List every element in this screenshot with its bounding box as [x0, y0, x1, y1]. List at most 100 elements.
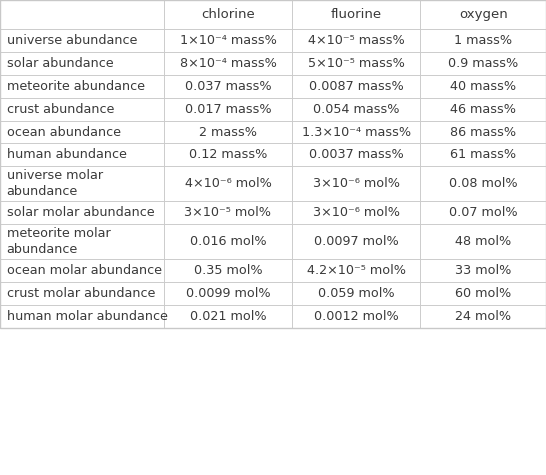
Text: 40 mass%: 40 mass%: [450, 80, 517, 93]
Text: 48 mol%: 48 mol%: [455, 235, 512, 248]
Text: 4×10⁻⁶ mol%: 4×10⁻⁶ mol%: [185, 177, 271, 190]
Text: 0.0099 mol%: 0.0099 mol%: [186, 287, 270, 300]
Bar: [0, 52, 164, 75]
Text: 2 mass%: 2 mass%: [199, 125, 257, 139]
Bar: [0, 75, 164, 98]
Bar: [0, 121, 164, 143]
Bar: [420, 75, 546, 98]
Text: 0.9 mass%: 0.9 mass%: [448, 57, 518, 70]
Text: universe abundance: universe abundance: [7, 34, 137, 48]
Text: human abundance: human abundance: [7, 148, 127, 162]
Bar: [420, 166, 546, 201]
Text: 60 mol%: 60 mol%: [455, 287, 512, 300]
Bar: [292, 282, 420, 305]
Bar: [0, 0, 546, 328]
Text: 0.021 mol%: 0.021 mol%: [189, 310, 266, 323]
Bar: [164, 52, 292, 75]
Text: 3×10⁻⁵ mol%: 3×10⁻⁵ mol%: [185, 206, 271, 219]
Bar: [292, 224, 420, 259]
Bar: [164, 166, 292, 201]
Text: 0.0087 mass%: 0.0087 mass%: [309, 80, 403, 93]
Text: 0.054 mass%: 0.054 mass%: [313, 103, 400, 116]
Text: 0.0012 mol%: 0.0012 mol%: [314, 310, 399, 323]
Text: 0.017 mass%: 0.017 mass%: [185, 103, 271, 116]
Bar: [292, 143, 420, 166]
Text: 0.07 mol%: 0.07 mol%: [449, 206, 518, 219]
Text: 1 mass%: 1 mass%: [454, 34, 512, 48]
Text: solar abundance: solar abundance: [7, 57, 113, 70]
Text: meteorite abundance: meteorite abundance: [7, 80, 145, 93]
Bar: [420, 121, 546, 143]
Text: crust abundance: crust abundance: [7, 103, 114, 116]
Text: universe molar
abundance: universe molar abundance: [7, 169, 103, 199]
Bar: [420, 305, 546, 328]
Bar: [420, 259, 546, 282]
Text: 24 mol%: 24 mol%: [455, 310, 511, 323]
Text: 4×10⁻⁵ mass%: 4×10⁻⁵ mass%: [308, 34, 405, 48]
Text: 4.2×10⁻⁵ mol%: 4.2×10⁻⁵ mol%: [307, 264, 406, 277]
Bar: [292, 121, 420, 143]
Text: meteorite molar
abundance: meteorite molar abundance: [7, 227, 110, 256]
Bar: [164, 0, 292, 29]
Bar: [420, 29, 546, 52]
Bar: [164, 305, 292, 328]
Bar: [0, 0, 164, 29]
Text: 0.016 mol%: 0.016 mol%: [189, 235, 266, 248]
Bar: [292, 0, 420, 29]
Text: 0.12 mass%: 0.12 mass%: [189, 148, 267, 162]
Bar: [0, 143, 164, 166]
Bar: [0, 98, 164, 121]
Bar: [0, 201, 164, 224]
Bar: [420, 143, 546, 166]
Bar: [164, 75, 292, 98]
Text: 61 mass%: 61 mass%: [450, 148, 517, 162]
Bar: [292, 52, 420, 75]
Bar: [0, 305, 164, 328]
Bar: [0, 259, 164, 282]
Bar: [420, 0, 546, 29]
Bar: [420, 98, 546, 121]
Bar: [0, 166, 164, 201]
Text: 5×10⁻⁵ mass%: 5×10⁻⁵ mass%: [308, 57, 405, 70]
Text: human molar abundance: human molar abundance: [7, 310, 168, 323]
Bar: [164, 143, 292, 166]
Text: fluorine: fluorine: [331, 8, 382, 21]
Text: 33 mol%: 33 mol%: [455, 264, 512, 277]
Bar: [420, 52, 546, 75]
Bar: [164, 201, 292, 224]
Bar: [164, 282, 292, 305]
Bar: [292, 166, 420, 201]
Bar: [0, 224, 164, 259]
Text: chlorine: chlorine: [201, 8, 255, 21]
Bar: [292, 29, 420, 52]
Bar: [420, 224, 546, 259]
Text: 0.059 mol%: 0.059 mol%: [318, 287, 395, 300]
Text: 3×10⁻⁶ mol%: 3×10⁻⁶ mol%: [313, 206, 400, 219]
Bar: [292, 305, 420, 328]
Bar: [164, 259, 292, 282]
Bar: [420, 201, 546, 224]
Text: 3×10⁻⁶ mol%: 3×10⁻⁶ mol%: [313, 177, 400, 190]
Text: 0.037 mass%: 0.037 mass%: [185, 80, 271, 93]
Bar: [420, 282, 546, 305]
Bar: [0, 29, 164, 52]
Text: 0.0037 mass%: 0.0037 mass%: [309, 148, 403, 162]
Text: 1.3×10⁻⁴ mass%: 1.3×10⁻⁴ mass%: [302, 125, 411, 139]
Text: 86 mass%: 86 mass%: [450, 125, 517, 139]
Text: ocean molar abundance: ocean molar abundance: [7, 264, 162, 277]
Text: 1×10⁻⁴ mass%: 1×10⁻⁴ mass%: [180, 34, 276, 48]
Text: 0.08 mol%: 0.08 mol%: [449, 177, 518, 190]
Bar: [292, 98, 420, 121]
Text: 46 mass%: 46 mass%: [450, 103, 516, 116]
Bar: [292, 201, 420, 224]
Text: solar molar abundance: solar molar abundance: [7, 206, 154, 219]
Bar: [164, 98, 292, 121]
Bar: [0, 282, 164, 305]
Bar: [292, 259, 420, 282]
Bar: [164, 29, 292, 52]
Bar: [292, 75, 420, 98]
Text: 0.0097 mol%: 0.0097 mol%: [314, 235, 399, 248]
Text: 8×10⁻⁴ mass%: 8×10⁻⁴ mass%: [180, 57, 276, 70]
Text: crust molar abundance: crust molar abundance: [7, 287, 155, 300]
Text: oxygen: oxygen: [459, 8, 508, 21]
